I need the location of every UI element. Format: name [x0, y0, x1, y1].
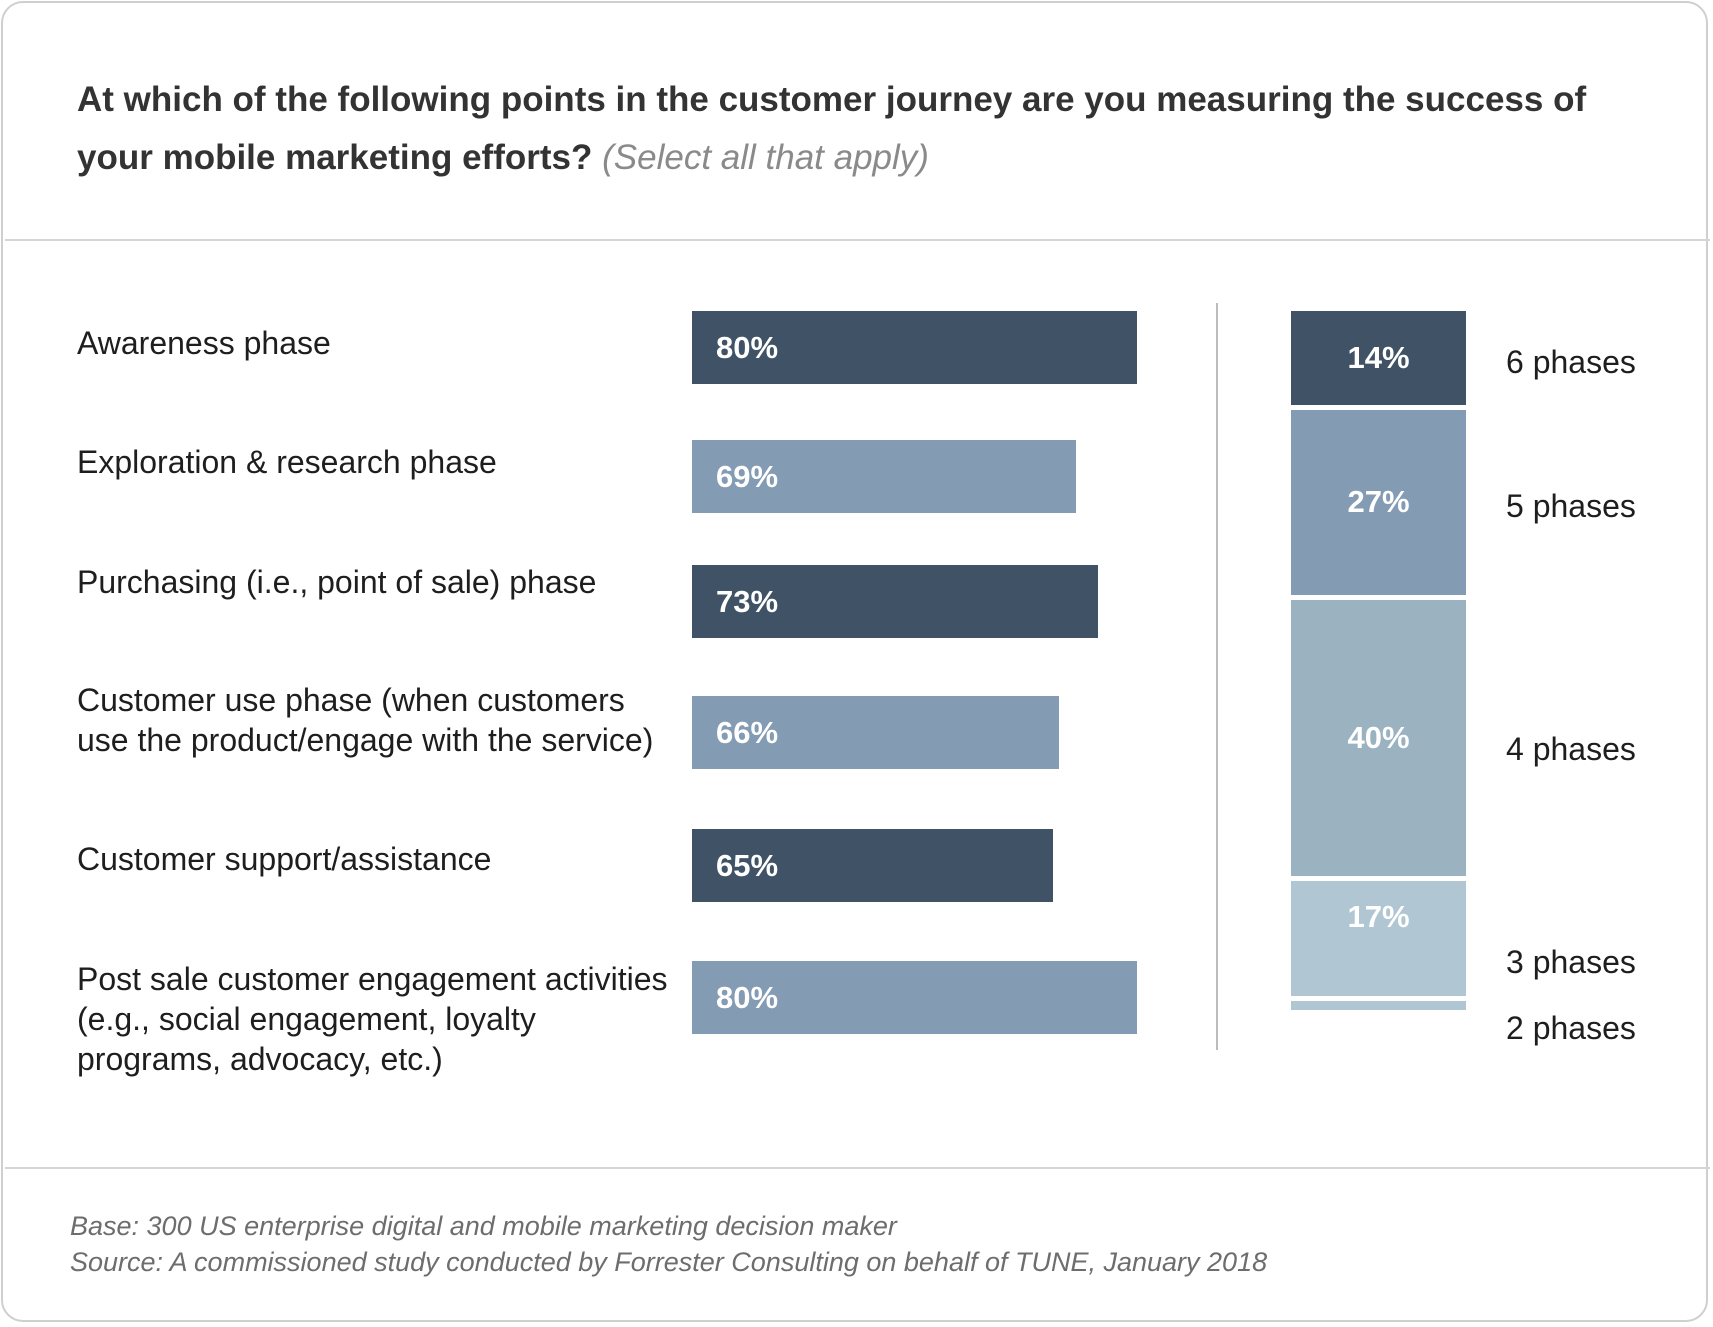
bar-value-label: 80%	[716, 980, 779, 1015]
bar-value-label: 69%	[716, 459, 779, 494]
category-label: Customer use phase (when customers use t…	[77, 682, 654, 758]
category-label: Exploration & research phase	[77, 444, 497, 480]
category-label: Customer support/assistance	[77, 841, 492, 877]
footer-source: Source: A commissioned study conducted b…	[70, 1247, 1268, 1277]
phase-label: 3 phases	[1506, 944, 1636, 980]
phase-label: 2 phases	[1506, 1010, 1636, 1046]
segment-value-label: 40%	[1347, 719, 1410, 755]
category-label: Post sale customer engagement activities…	[77, 961, 668, 1077]
bar-value-label: 73%	[716, 584, 779, 619]
bar: 80%	[692, 961, 1137, 1034]
stack-segment	[1291, 1000, 1466, 1010]
category-label: Purchasing (i.e., point of sale) phase	[77, 564, 597, 600]
chart-separator	[1216, 303, 1218, 1050]
footer: Base: 300 US enterprise digital and mobi…	[70, 1208, 1267, 1280]
phase-label: 6 phases	[1506, 344, 1636, 380]
phase-label: 5 phases	[1506, 488, 1636, 524]
stack-segment: 17%	[1291, 881, 1466, 996]
question-note: (Select all that apply)	[602, 138, 929, 177]
phase-label: 4 phases	[1506, 731, 1636, 767]
bar: 65%	[692, 829, 1054, 902]
footer-base: Base: 300 US enterprise digital and mobi…	[70, 1211, 897, 1241]
stack-segment: 27%	[1291, 409, 1466, 595]
bar-value-label: 80%	[716, 330, 779, 365]
chart-question: At which of the following points in the …	[77, 71, 1637, 187]
footer-divider	[5, 1167, 1710, 1169]
stack-segment: 14%	[1291, 311, 1466, 405]
bar: 66%	[692, 696, 1059, 769]
header-divider	[5, 239, 1710, 241]
question-text: At which of the following points in the …	[77, 80, 1587, 177]
bar-value-label: 65%	[716, 848, 779, 883]
bar: 80%	[692, 311, 1137, 384]
bar: 73%	[692, 565, 1098, 638]
bar: 69%	[692, 440, 1076, 513]
bar-value-label: 66%	[716, 715, 779, 750]
category-label: Awareness phase	[77, 325, 331, 361]
segment-value-label: 27%	[1347, 484, 1410, 520]
stack-segment: 40%	[1291, 599, 1466, 877]
segment-value-label: 17%	[1347, 899, 1410, 935]
segment-value-label: 14%	[1347, 339, 1410, 375]
